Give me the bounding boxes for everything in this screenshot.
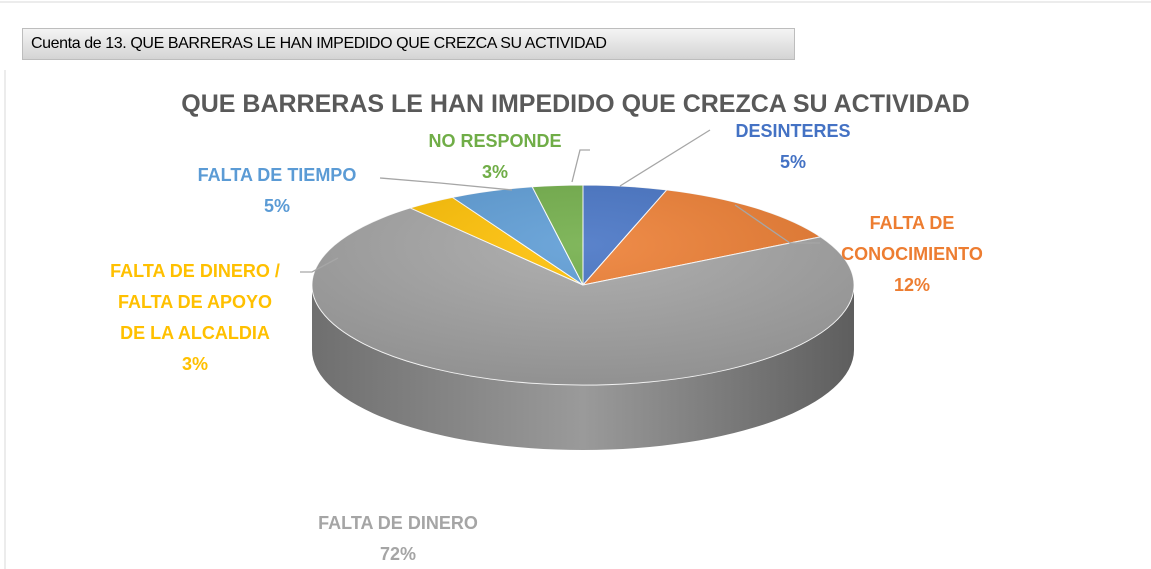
chart-title: QUE BARRERAS LE HAN IMPEDIDO QUE CREZCA …	[181, 90, 970, 118]
pivot-field-button[interactable]: Cuenta de 13. QUE BARRERAS LE HAN IMPEDI…	[22, 28, 795, 60]
leader-line	[619, 129, 711, 187]
percent-label: 3%	[481, 162, 508, 182]
category-label: FALTA DE DINERO	[318, 513, 478, 533]
leader-line	[300, 257, 339, 273]
percent-label: 12%	[893, 275, 931, 295]
data-label: FALTA DE DINERO / FALTA DE APOYO DE LA A…	[109, 256, 281, 380]
data-label: FALTA DE DINERO 72%	[288, 508, 508, 569]
pie-side	[312, 285, 854, 450]
percent-label: 3%	[181, 354, 208, 374]
category-label: DESINTERES	[735, 121, 851, 141]
data-label: NO RESPONDE 3%	[395, 126, 595, 188]
data-label: FALTA DE TIEMPO 5%	[167, 160, 387, 222]
leader-line	[734, 204, 820, 244]
percent-label: 5%	[779, 152, 806, 172]
leader-line	[571, 149, 590, 183]
percent-label: 72%	[379, 544, 417, 564]
pie	[311, 184, 855, 450]
leader-line	[379, 177, 513, 191]
category-label: FALTA DE CONOCIMIENTO	[841, 213, 983, 264]
percent-label: 5%	[263, 196, 290, 216]
category-label: NO RESPONDE	[428, 131, 562, 151]
leader-lines	[300, 129, 820, 273]
category-label: FALTA DE DINERO / FALTA DE APOYO DE LA A…	[110, 261, 280, 343]
data-label: DESINTERES 5%	[693, 116, 893, 178]
data-label: FALTA DE CONOCIMIENTO 12%	[837, 208, 987, 301]
category-label: FALTA DE TIEMPO	[197, 165, 357, 185]
